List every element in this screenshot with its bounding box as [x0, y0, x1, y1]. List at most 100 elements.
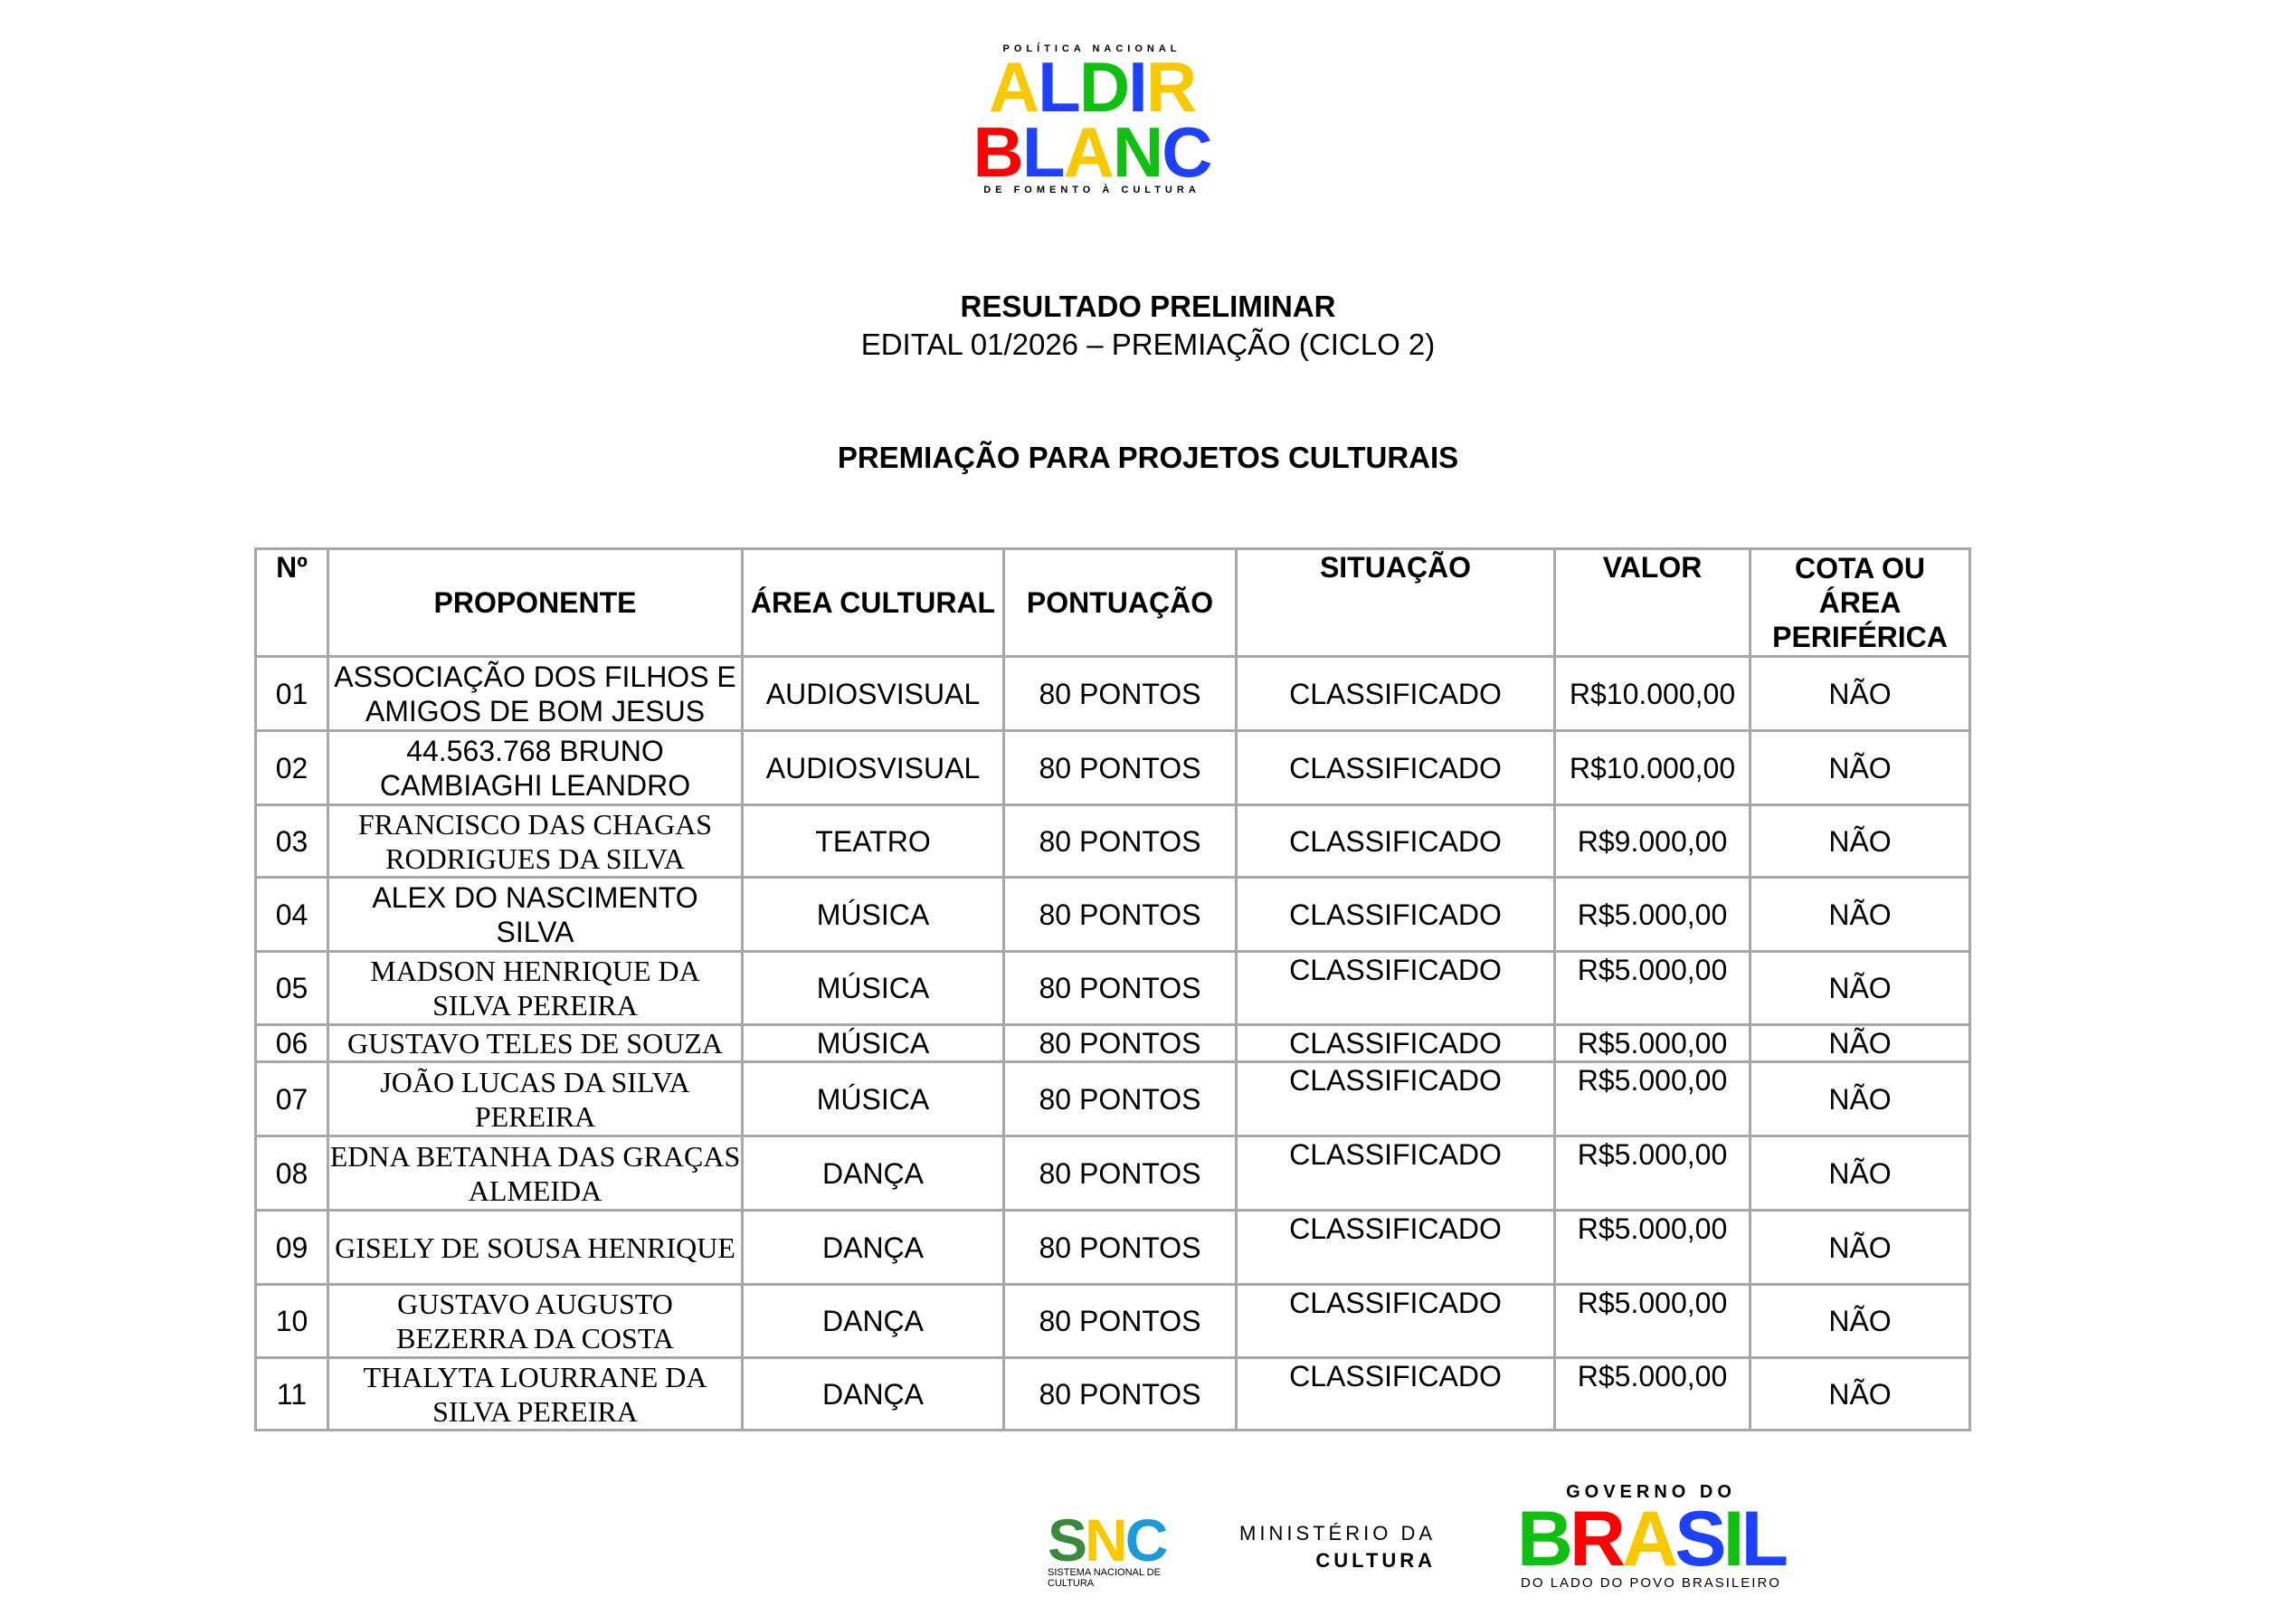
table-cell: DANÇA — [741, 1135, 1005, 1212]
table-cell: MÚSICA — [741, 1060, 1005, 1137]
ministerio-line1: MINISTÉRIO DA — [1239, 1522, 1437, 1545]
table-cell: R$5.000,00 — [1553, 1060, 1751, 1137]
aldir-blanc-logo: POLÍTICA NACIONAL ALDIR BLANC DE FOMENTO… — [961, 43, 1223, 195]
table-cell: MÚSICA — [741, 1023, 1005, 1063]
table-cell: 07 — [254, 1060, 329, 1137]
table-cell: NÃO — [1749, 1209, 1971, 1286]
logo-line1: ALDIR — [988, 47, 1197, 127]
column-header: COTA OU ÁREA PERIFÉRICA — [1749, 547, 1971, 658]
table-cell: DANÇA — [741, 1209, 1005, 1286]
table-cell: CLASSIFICADO — [1235, 1356, 1556, 1431]
table-cell: 80 PONTOS — [1002, 729, 1238, 806]
table-cell: NÃO — [1749, 1356, 1971, 1431]
column-header: PROPONENTE — [327, 547, 744, 658]
table-row: 05 MADSON HENRIQUE DA SILVA PEREIRA MÚSICA… — [254, 950, 1971, 1026]
table-row: 08 EDNA BETANHA DAS GRAÇAS ALMEIDA DANÇA 80… — [254, 1135, 1971, 1212]
snc-letters: SNC — [1048, 1507, 1168, 1573]
table-cell: 80 PONTOS — [1002, 1356, 1238, 1431]
table-cell: NÃO — [1749, 803, 1971, 879]
table-row: 10 GUSTAVO AUGUSTO BEZERRA DA COSTA DANÇA 8… — [254, 1283, 1971, 1359]
gov-brasil-letters: BRASIL — [1516, 1496, 1788, 1583]
table-cell: 80 PONTOS — [1002, 1135, 1238, 1212]
table-cell: DANÇA — [741, 1283, 1005, 1359]
table-row: 04 ALEX DO NASCIMENTO SILVA MÚSICA 80 PONTO… — [254, 876, 1971, 953]
table-cell: R$10.000,00 — [1553, 729, 1751, 806]
gov-top-text: GOVERNO DO — [1566, 1482, 1736, 1502]
table-cell: CLASSIFICADO — [1235, 1060, 1556, 1137]
table-cell: NÃO — [1749, 1135, 1971, 1212]
table-cell: R$5.000,00 — [1553, 950, 1751, 1026]
table-cell: JOÃO LUCAS DA SILVA PEREIRA — [327, 1060, 744, 1137]
governo-brasil-logo: GOVERNO DO BRASIL DO LADO DO POVO BRASIL… — [1493, 1482, 1809, 1591]
table-cell: ALEX DO NASCIMENTO SILVA — [327, 876, 744, 953]
table-cell: MADSON HENRIQUE DA SILVA PEREIRA — [327, 950, 744, 1026]
table-cell: 03 — [254, 803, 329, 879]
column-header: VALOR — [1553, 547, 1751, 658]
table-cell: 04 — [254, 876, 329, 953]
table-cell: 08 — [254, 1135, 329, 1212]
table-cell: TEATRO — [741, 803, 1005, 879]
table-cell: CLASSIFICADO — [1235, 1135, 1556, 1212]
table-cell: R$5.000,00 — [1553, 1135, 1751, 1212]
table-cell: GISELY DE SOUSA HENRIQUE — [327, 1209, 744, 1286]
table-cell: DANÇA — [741, 1356, 1005, 1431]
table-cell: 02 — [254, 729, 329, 806]
table-row: 09 GISELY DE SOUSA HENRIQUE DANÇA 80 PONTOS… — [254, 1209, 1971, 1286]
table-row: 02 44.563.768 BRUNO CAMBIAGHI LEANDRO AUDI… — [254, 729, 1971, 806]
table-cell: CLASSIFICADO — [1235, 655, 1556, 732]
table-cell: 10 — [254, 1283, 329, 1359]
table-cell: 06 — [254, 1023, 329, 1063]
column-header: ÁREA CULTURAL — [741, 547, 1005, 658]
table-cell: R$9.000,00 — [1553, 803, 1751, 879]
table-cell: 80 PONTOS — [1002, 876, 1238, 953]
table-cell: R$5.000,00 — [1553, 1356, 1751, 1431]
table-cell: NÃO — [1749, 1060, 1971, 1137]
table-cell: AUDIOSVISUAL — [741, 729, 1005, 806]
page-title: RESULTADO PRELIMINAR — [960, 290, 1336, 323]
table-cell: NÃO — [1749, 1283, 1971, 1359]
section-heading: PREMIAÇÃO PARA PROJETOS CULTURAIS — [837, 441, 1459, 474]
column-header: SITUAÇÃO — [1235, 547, 1556, 658]
table-cell: NÃO — [1749, 729, 1971, 806]
table-row: 07 JOÃO LUCAS DA SILVA PEREIRA MÚSICA 80 PO… — [254, 1060, 1971, 1137]
table-cell: CLASSIFICADO — [1235, 1209, 1556, 1286]
table-cell: 80 PONTOS — [1002, 1023, 1238, 1063]
table-cell: THALYTA LOURRANE DA SILVA PEREIRA — [327, 1356, 744, 1431]
table-cell: ASSOCIAÇÃO DOS FILHOS E AMIGOS DE BOM JE… — [327, 655, 744, 732]
table-cell: R$5.000,00 — [1553, 1023, 1751, 1063]
snc-logo: SNC SISTEMA NACIONAL DE CULTURA — [1048, 1507, 1201, 1589]
table-cell: EDNA BETANHA DAS GRAÇAS ALMEIDA — [327, 1135, 744, 1212]
logo-line2: BLANC — [972, 112, 1212, 192]
table-cell: CLASSIFICADO — [1235, 1283, 1556, 1359]
table-cell: MÚSICA — [741, 950, 1005, 1026]
ministerio-logo: MINISTÉRIO DA CULTURA — [1239, 1520, 1436, 1574]
table-cell: GUSTAVO TELES DE SOUZA — [327, 1023, 744, 1063]
table-cell: AUDIOSVISUAL — [741, 655, 1005, 732]
table-cell: CLASSIFICADO — [1235, 876, 1556, 953]
table-cell: R$10.000,00 — [1553, 655, 1751, 732]
table-cell: GUSTAVO AUGUSTO BEZERRA DA COSTA — [327, 1283, 744, 1359]
table-cell: 09 — [254, 1209, 329, 1286]
gov-tagline: DO LADO DO POVO BRASILEIRO — [1521, 1575, 1781, 1591]
table-cell: 80 PONTOS — [1002, 1283, 1238, 1359]
table-cell: 80 PONTOS — [1002, 1060, 1238, 1137]
table-cell: CLASSIFICADO — [1235, 803, 1556, 879]
table-cell: 44.563.768 BRUNO CAMBIAGHI LEANDRO — [327, 729, 744, 806]
table-cell: R$5.000,00 — [1553, 876, 1751, 953]
table-cell: 11 — [254, 1356, 329, 1431]
table-cell: 80 PONTOS — [1002, 655, 1238, 732]
table-cell: CLASSIFICADO — [1235, 1023, 1556, 1063]
column-header: PONTUAÇÃO — [1002, 547, 1238, 658]
table-row: 03 FRANCISCO DAS CHAGAS RODRIGUES DA SILV… — [254, 803, 1971, 879]
results-table: Nº PROPONENTE ÁREA CULTURAL PONTUAÇÃO SITUAÇ… — [254, 547, 1971, 1431]
page-subtitle: EDITAL 01/2026 – PREMIAÇÃO (CICLO 2) — [860, 328, 1436, 361]
logo-top-text: POLÍTICA NACIONAL — [1002, 43, 1181, 54]
table-cell: NÃO — [1749, 876, 1971, 953]
ministerio-line2: CULTURA — [1315, 1549, 1437, 1572]
table-row: 01 ASSOCIAÇÃO DOS FILHOS E AMIGOS DE BOM … — [254, 655, 1971, 732]
table-row: 06 GUSTAVO TELES DE SOUZA MÚSICA 80 PONTOS C… — [254, 1023, 1971, 1063]
table-cell: 01 — [254, 655, 329, 732]
column-header: Nº — [254, 547, 329, 658]
table-cell: R$5.000,00 — [1553, 1283, 1751, 1359]
